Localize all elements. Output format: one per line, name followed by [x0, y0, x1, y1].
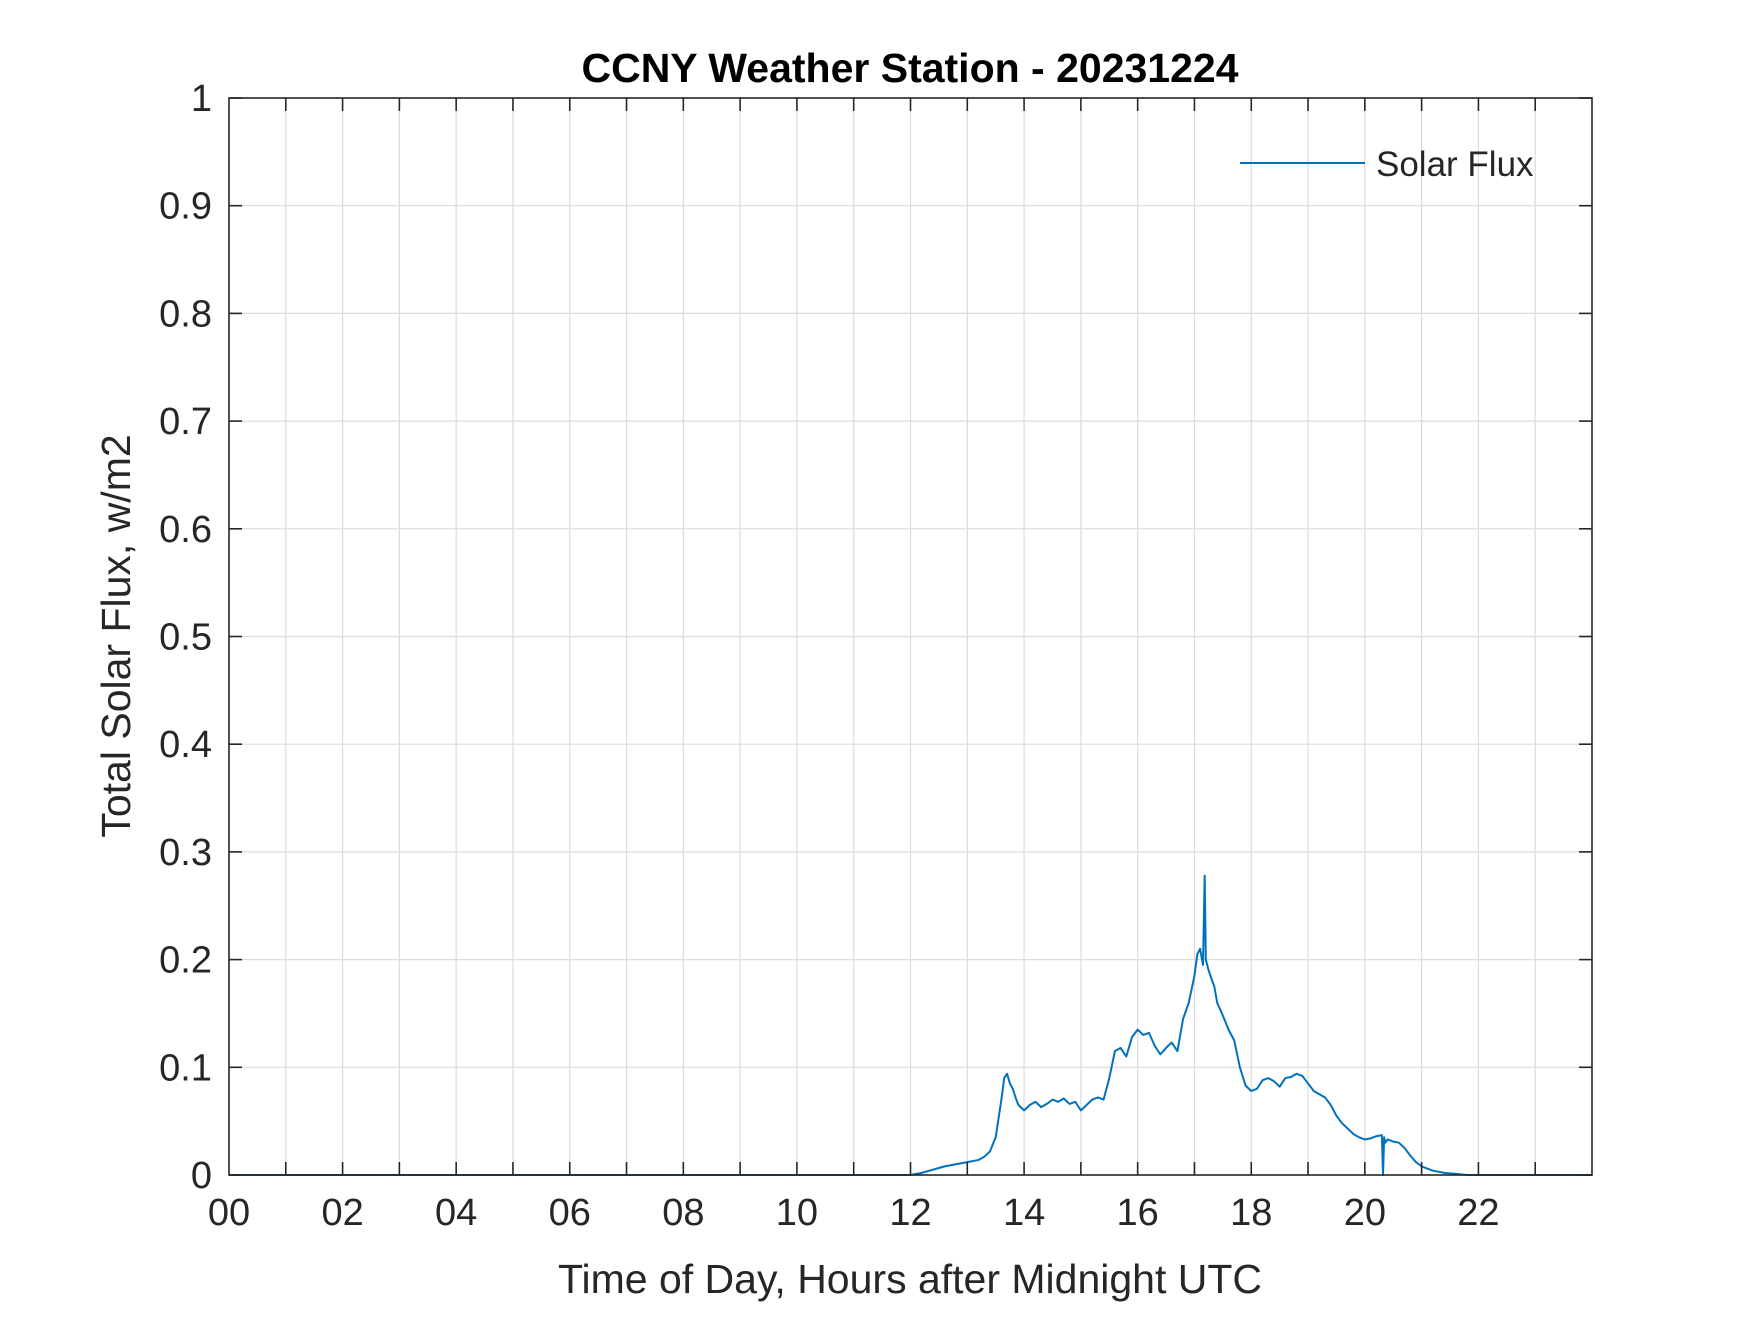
x-tick-label: 20 [1344, 1192, 1386, 1234]
y-tick-label: 0.8 [159, 293, 212, 335]
series-line-solar-flux [229, 874, 1592, 1176]
x-tick-label: 04 [435, 1192, 477, 1234]
x-tick-labels: 00 02 04 06 08 10 12 14 16 18 20 22 [208, 1192, 1500, 1234]
y-tick-labels: 0 0.1 0.2 0.3 0.4 0.5 0.6 0.7 0.8 0.9 1 [159, 78, 212, 1197]
x-tick-label: 12 [889, 1192, 931, 1234]
x-tick-label: 10 [776, 1192, 818, 1234]
x-tick-label: 16 [1117, 1192, 1159, 1234]
y-tick-label: 1 [191, 78, 212, 120]
y-axis-label: Total Solar Flux, w/m2 [93, 434, 139, 837]
y-tick-label: 0.1 [159, 1047, 212, 1089]
x-axis-label: Time of Day, Hours after Midnight UTC [558, 1256, 1262, 1302]
x-tick-label: 02 [321, 1192, 363, 1234]
y-tick-label: 0.9 [159, 186, 212, 228]
y-tick-label: 0.7 [159, 401, 212, 443]
legend: Solar Flux [1240, 145, 1534, 184]
x-tick-label: 18 [1230, 1192, 1272, 1234]
x-tick-label: 22 [1457, 1192, 1499, 1234]
tick-marks [229, 97, 1592, 1176]
y-tick-label: 0 [191, 1155, 212, 1197]
y-tick-label: 0.2 [159, 940, 212, 982]
y-tick-label: 0.6 [159, 509, 212, 551]
y-tick-label: 0.4 [159, 724, 212, 766]
series-layer [229, 874, 1592, 1176]
y-tick-label: 0.3 [159, 832, 212, 874]
chart-title: CCNY Weather Station - 20231224 [581, 45, 1238, 91]
y-tick-label: 0.5 [159, 617, 212, 659]
legend-label-solar-flux: Solar Flux [1376, 145, 1534, 184]
x-tick-label: 08 [662, 1192, 704, 1234]
x-tick-label: 14 [1003, 1192, 1045, 1234]
grid-lines [229, 98, 1592, 1175]
x-tick-label: 00 [208, 1192, 250, 1234]
x-tick-label: 06 [549, 1192, 591, 1234]
